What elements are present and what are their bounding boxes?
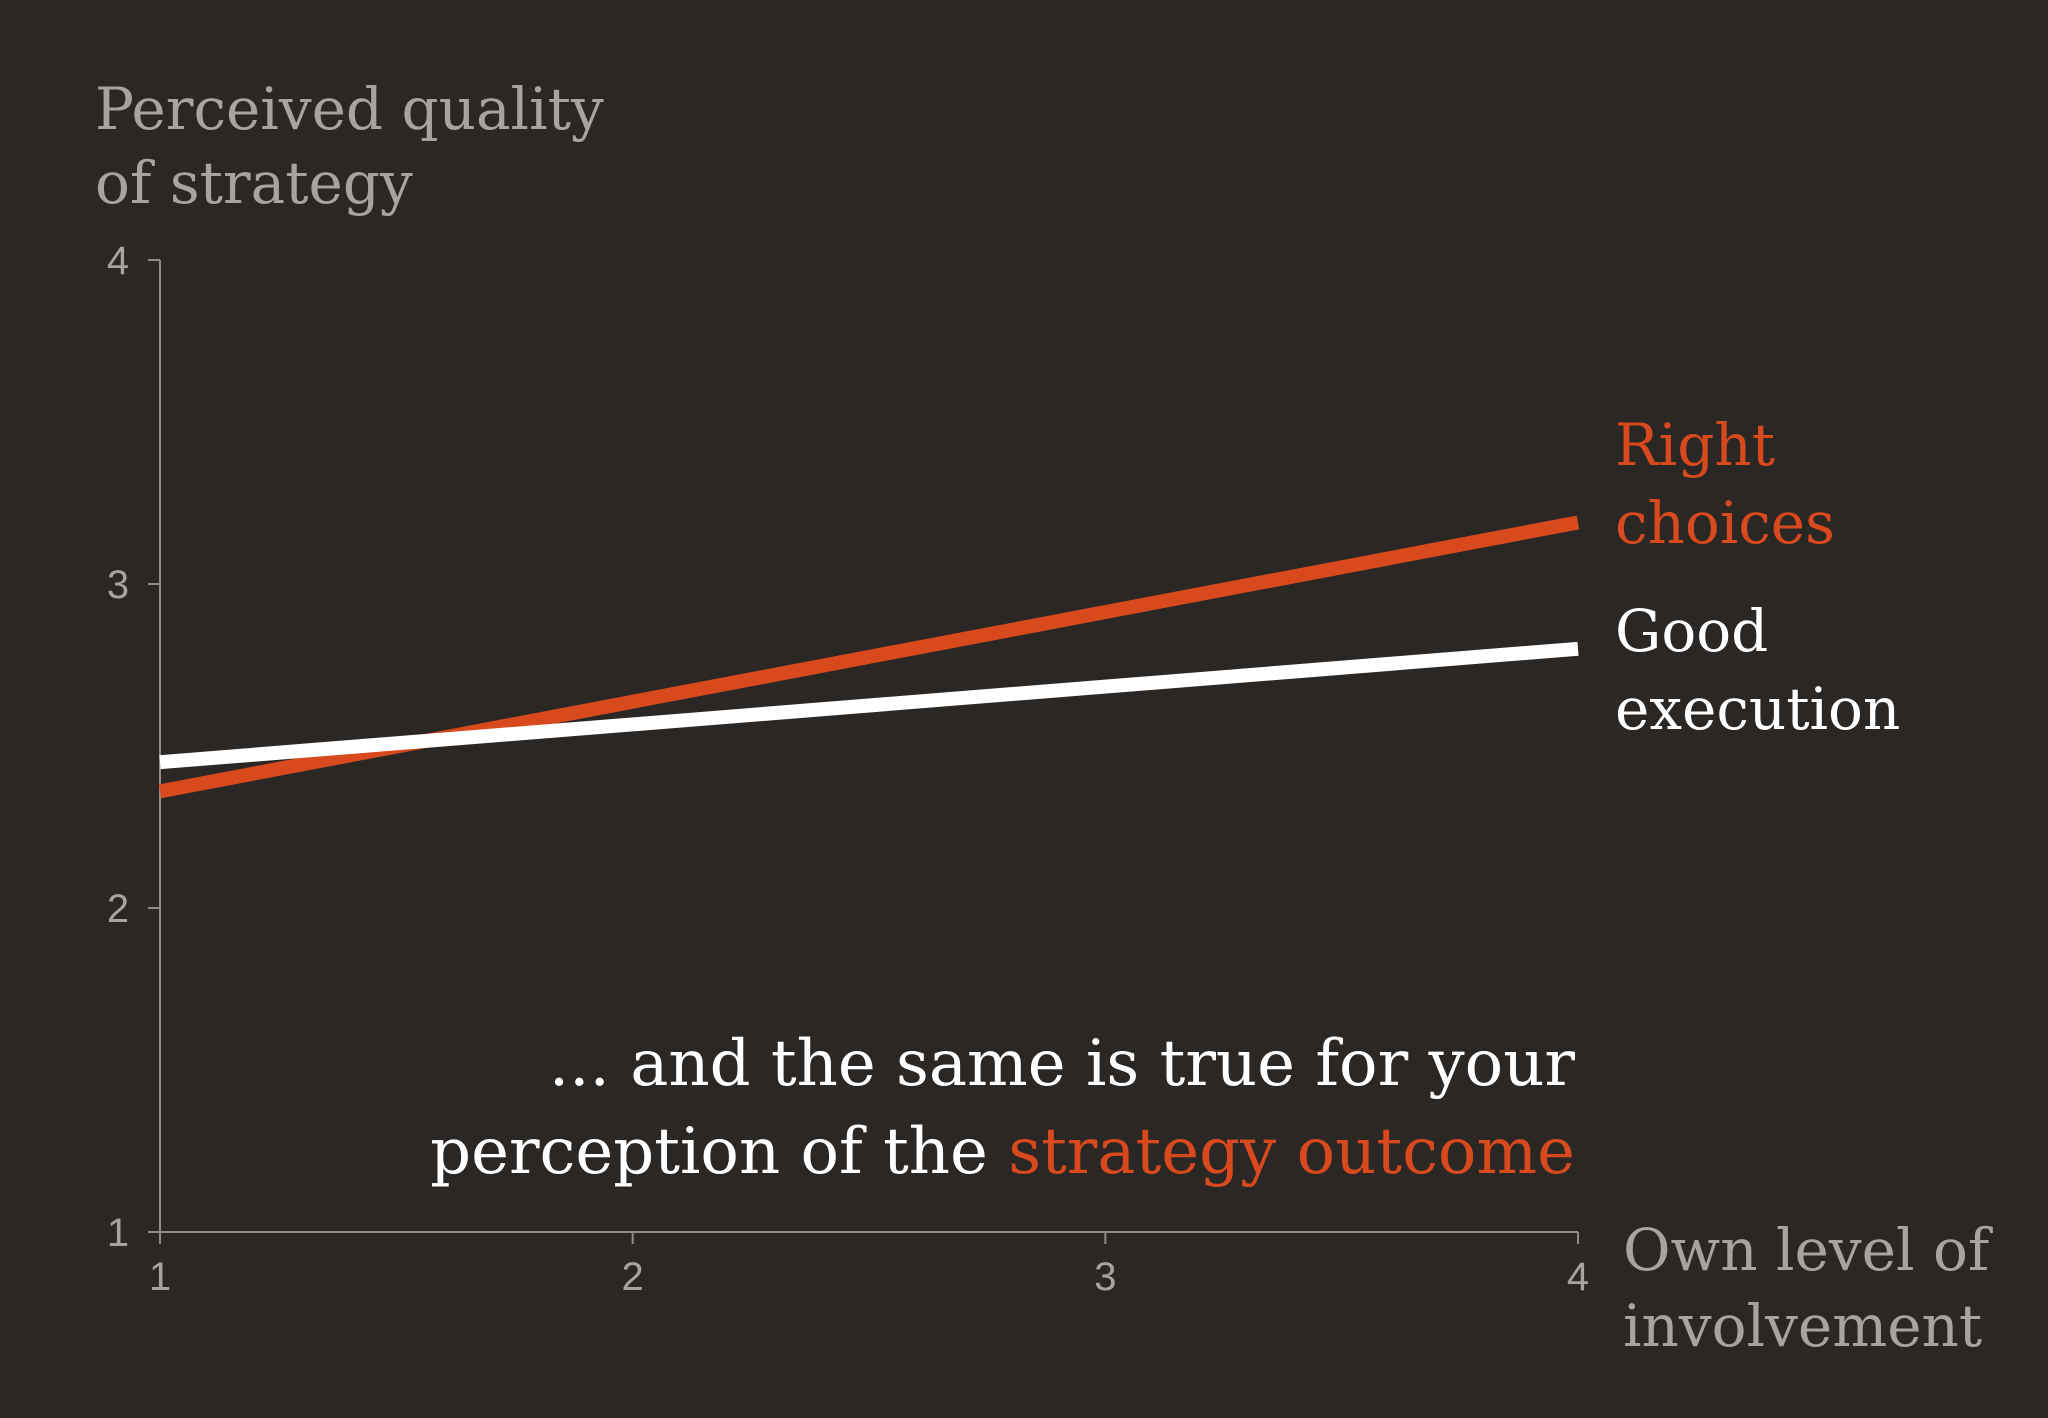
caption-highlight: strategy outcome (1008, 1115, 1575, 1189)
series-label-right-choices: Right choices (1615, 411, 1835, 557)
series-line-good-execution (159, 641, 1579, 770)
y-tick-label: 4 (107, 239, 129, 283)
x-tick-label: 4 (1567, 1255, 1589, 1299)
caption-line-1: ... and the same is true for your (548, 1027, 1575, 1101)
x-axis-title: Own level of involvement (1623, 1216, 1990, 1360)
annotation-caption: ... and the same is true for your percep… (430, 1020, 1575, 1196)
y-tick-label: 2 (107, 887, 129, 931)
y-axis-title: Perceived quality of strategy (95, 75, 604, 217)
x-tick-label: 2 (622, 1255, 644, 1299)
x-tick-label: 3 (1094, 1255, 1116, 1299)
y-tick-label: 3 (107, 563, 129, 607)
caption-line-2: perception of the strategy outcome (430, 1108, 1575, 1196)
y-tick-label: 1 (107, 1211, 129, 1255)
x-tick-label: 1 (149, 1255, 171, 1299)
series-label-good-execution: Good execution (1615, 597, 1901, 743)
caption-line-2-text: perception of the (430, 1115, 1009, 1189)
